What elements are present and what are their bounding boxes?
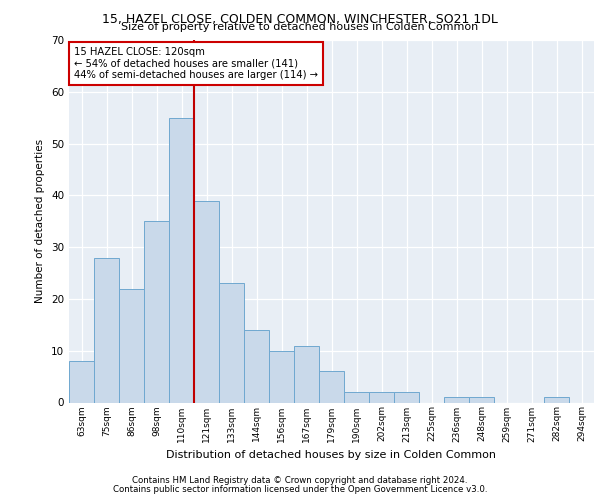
Bar xyxy=(269,350,294,403)
Bar xyxy=(169,118,194,403)
Bar xyxy=(244,330,269,402)
Bar xyxy=(344,392,369,402)
Bar xyxy=(294,346,319,403)
X-axis label: Distribution of detached houses by size in Colden Common: Distribution of detached houses by size … xyxy=(167,450,497,460)
Bar xyxy=(469,398,494,402)
Text: Contains public sector information licensed under the Open Government Licence v3: Contains public sector information licen… xyxy=(113,484,487,494)
Bar xyxy=(119,288,144,403)
Bar xyxy=(444,398,469,402)
Bar xyxy=(369,392,394,402)
Bar xyxy=(94,258,119,402)
Bar xyxy=(69,361,94,403)
Bar xyxy=(394,392,419,402)
Text: 15 HAZEL CLOSE: 120sqm
← 54% of detached houses are smaller (141)
44% of semi-de: 15 HAZEL CLOSE: 120sqm ← 54% of detached… xyxy=(74,48,318,80)
Y-axis label: Number of detached properties: Number of detached properties xyxy=(35,139,46,304)
Bar xyxy=(319,372,344,402)
Bar xyxy=(544,398,569,402)
Bar xyxy=(194,200,219,402)
Bar xyxy=(144,221,169,402)
Text: 15, HAZEL CLOSE, COLDEN COMMON, WINCHESTER, SO21 1DL: 15, HAZEL CLOSE, COLDEN COMMON, WINCHEST… xyxy=(102,12,498,26)
Bar xyxy=(219,284,244,403)
Text: Contains HM Land Registry data © Crown copyright and database right 2024.: Contains HM Land Registry data © Crown c… xyxy=(132,476,468,485)
Text: Size of property relative to detached houses in Colden Common: Size of property relative to detached ho… xyxy=(121,22,479,32)
